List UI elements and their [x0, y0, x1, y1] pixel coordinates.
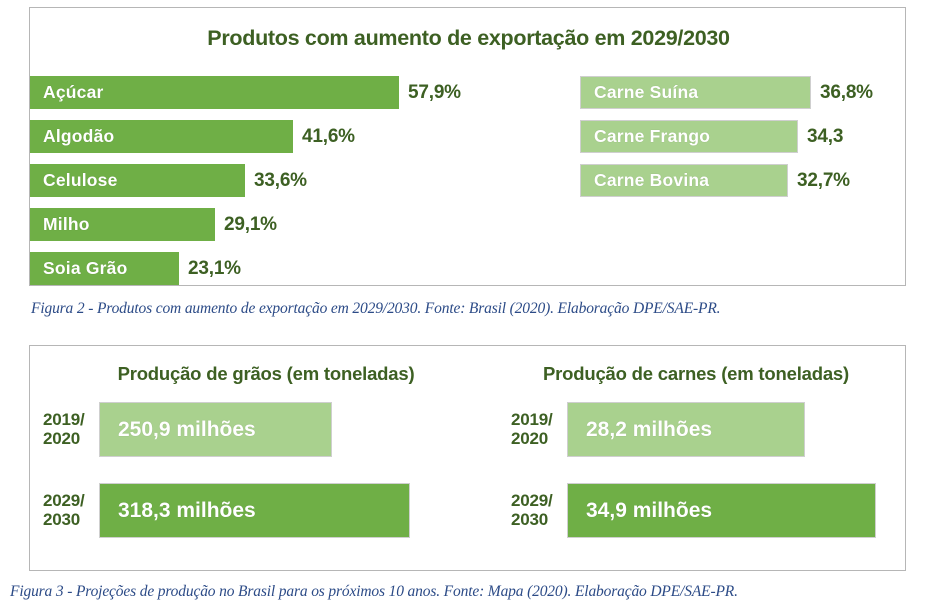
grains-bar-value-2029-2030: 318,3 milhões: [118, 498, 256, 522]
bar-acucar: Açúcar: [30, 76, 399, 109]
meats-panel-title: Produção de carnes (em toneladas): [543, 363, 849, 384]
figure2-chart-frame: Produtos com aumento de exportação em 20…: [29, 7, 906, 286]
bar-label-carne-frango: Carne Frango: [594, 126, 711, 146]
meats-period-line2-2019-2020: 2020: [511, 428, 549, 448]
meats-period-line1-2029-2030: 2029/: [511, 491, 553, 511]
bar-row-carne-bovina: Carne Bovina 32,7%: [580, 164, 850, 197]
bar-label-soia-grao: Soia Grão: [43, 258, 128, 278]
grains-period-line1-2019-2020: 2019/: [43, 410, 85, 430]
bar-celulose: Celulose: [30, 164, 245, 197]
bar-label-celulose: Celulose: [43, 170, 118, 190]
bar-label-milho: Milho: [43, 214, 90, 234]
grains-period-label-2029-2030: 2029/ 2030: [43, 491, 99, 529]
bar-row-carne-suina: Carne Suína 36,8%: [580, 76, 873, 109]
bar-carne-bovina: Carne Bovina: [580, 164, 788, 197]
grains-period-label-2019-2020: 2019/ 2020: [43, 410, 99, 448]
bar-row-carne-frango: Carne Frango 34,3: [580, 120, 843, 153]
grains-bar-2029-2030: 318,3 milhões: [99, 483, 410, 538]
bar-milho: Milho: [30, 208, 215, 241]
bar-carne-frango: Carne Frango: [580, 120, 798, 153]
chart1-title: Produtos com aumento de exportação em 20…: [207, 26, 730, 50]
grains-bar-2019-2020: 250,9 milhões: [99, 402, 332, 457]
grains-period-line2-2029-2030: 2030: [43, 509, 81, 529]
figure3-caption: Figura 3 - Projeções de produção no Bras…: [10, 583, 738, 600]
bar-label-carne-suina: Carne Suína: [594, 82, 699, 102]
grains-period-line2-2019-2020: 2020: [43, 428, 81, 448]
bar-row-algodao: Algodão 41,6%: [30, 120, 355, 153]
meats-row-2029-2030: 2029/ 2030 34,9 milhões: [511, 483, 876, 538]
meats-period-line2-2029-2030: 2030: [511, 509, 549, 529]
bar-value-carne-bovina: 32,7%: [797, 169, 850, 191]
bar-label-algodao: Algodão: [43, 126, 115, 146]
bar-label-carne-bovina: Carne Bovina: [594, 170, 710, 190]
bar-carne-suina: Carne Suína: [580, 76, 811, 109]
bar-value-carne-frango: 34,3: [807, 125, 844, 147]
figure2-caption: Figura 2 - Produtos com aumento de expor…: [31, 300, 721, 317]
figure3-chart-frame: Produção de grãos (em toneladas) Produçã…: [29, 345, 906, 571]
bar-row-milho: Milho 29,1%: [30, 208, 277, 241]
bar-row-soia-grao: Soia Grão 23,1%: [30, 252, 241, 285]
meats-bar-value-2019-2020: 28,2 milhões: [586, 417, 713, 441]
meats-bar-2029-2030: 34,9 milhões: [567, 483, 876, 538]
bar-value-soia-grao: 23,1%: [188, 257, 241, 279]
bar-value-milho: 29,1%: [224, 213, 277, 235]
grains-panel-title: Produção de grãos (em toneladas): [117, 363, 415, 384]
bar-algodao: Algodão: [30, 120, 293, 153]
bar-label-acucar: Açúcar: [43, 82, 104, 102]
bar-value-algodao: 41,6%: [302, 125, 355, 147]
meats-period-label-2029-2030: 2029/ 2030: [511, 491, 567, 529]
grains-row-2029-2030: 2029/ 2030 318,3 milhões: [43, 483, 410, 538]
bar-row-celulose: Celulose 33,6%: [30, 164, 307, 197]
grains-bar-value-2019-2020: 250,9 milhões: [118, 417, 256, 441]
bar-soia-grao: Soia Grão: [30, 252, 179, 285]
meats-bar-2019-2020: 28,2 milhões: [567, 402, 805, 457]
meats-period-label-2019-2020: 2019/ 2020: [511, 410, 567, 448]
meats-bar-value-2029-2030: 34,9 milhões: [586, 498, 713, 522]
bar-value-celulose: 33,6%: [254, 169, 307, 191]
bar-value-carne-suina: 36,8%: [820, 81, 873, 103]
grains-period-line1-2029-2030: 2029/: [43, 491, 85, 511]
bar-value-acucar: 57,9%: [408, 81, 461, 103]
bar-row-acucar: Açúcar 57,9%: [30, 76, 461, 109]
grains-row-2019-2020: 2019/ 2020 250,9 milhões: [43, 402, 332, 457]
meats-row-2019-2020: 2019/ 2020 28,2 milhões: [511, 402, 805, 457]
meats-period-line1-2019-2020: 2019/: [511, 410, 553, 430]
